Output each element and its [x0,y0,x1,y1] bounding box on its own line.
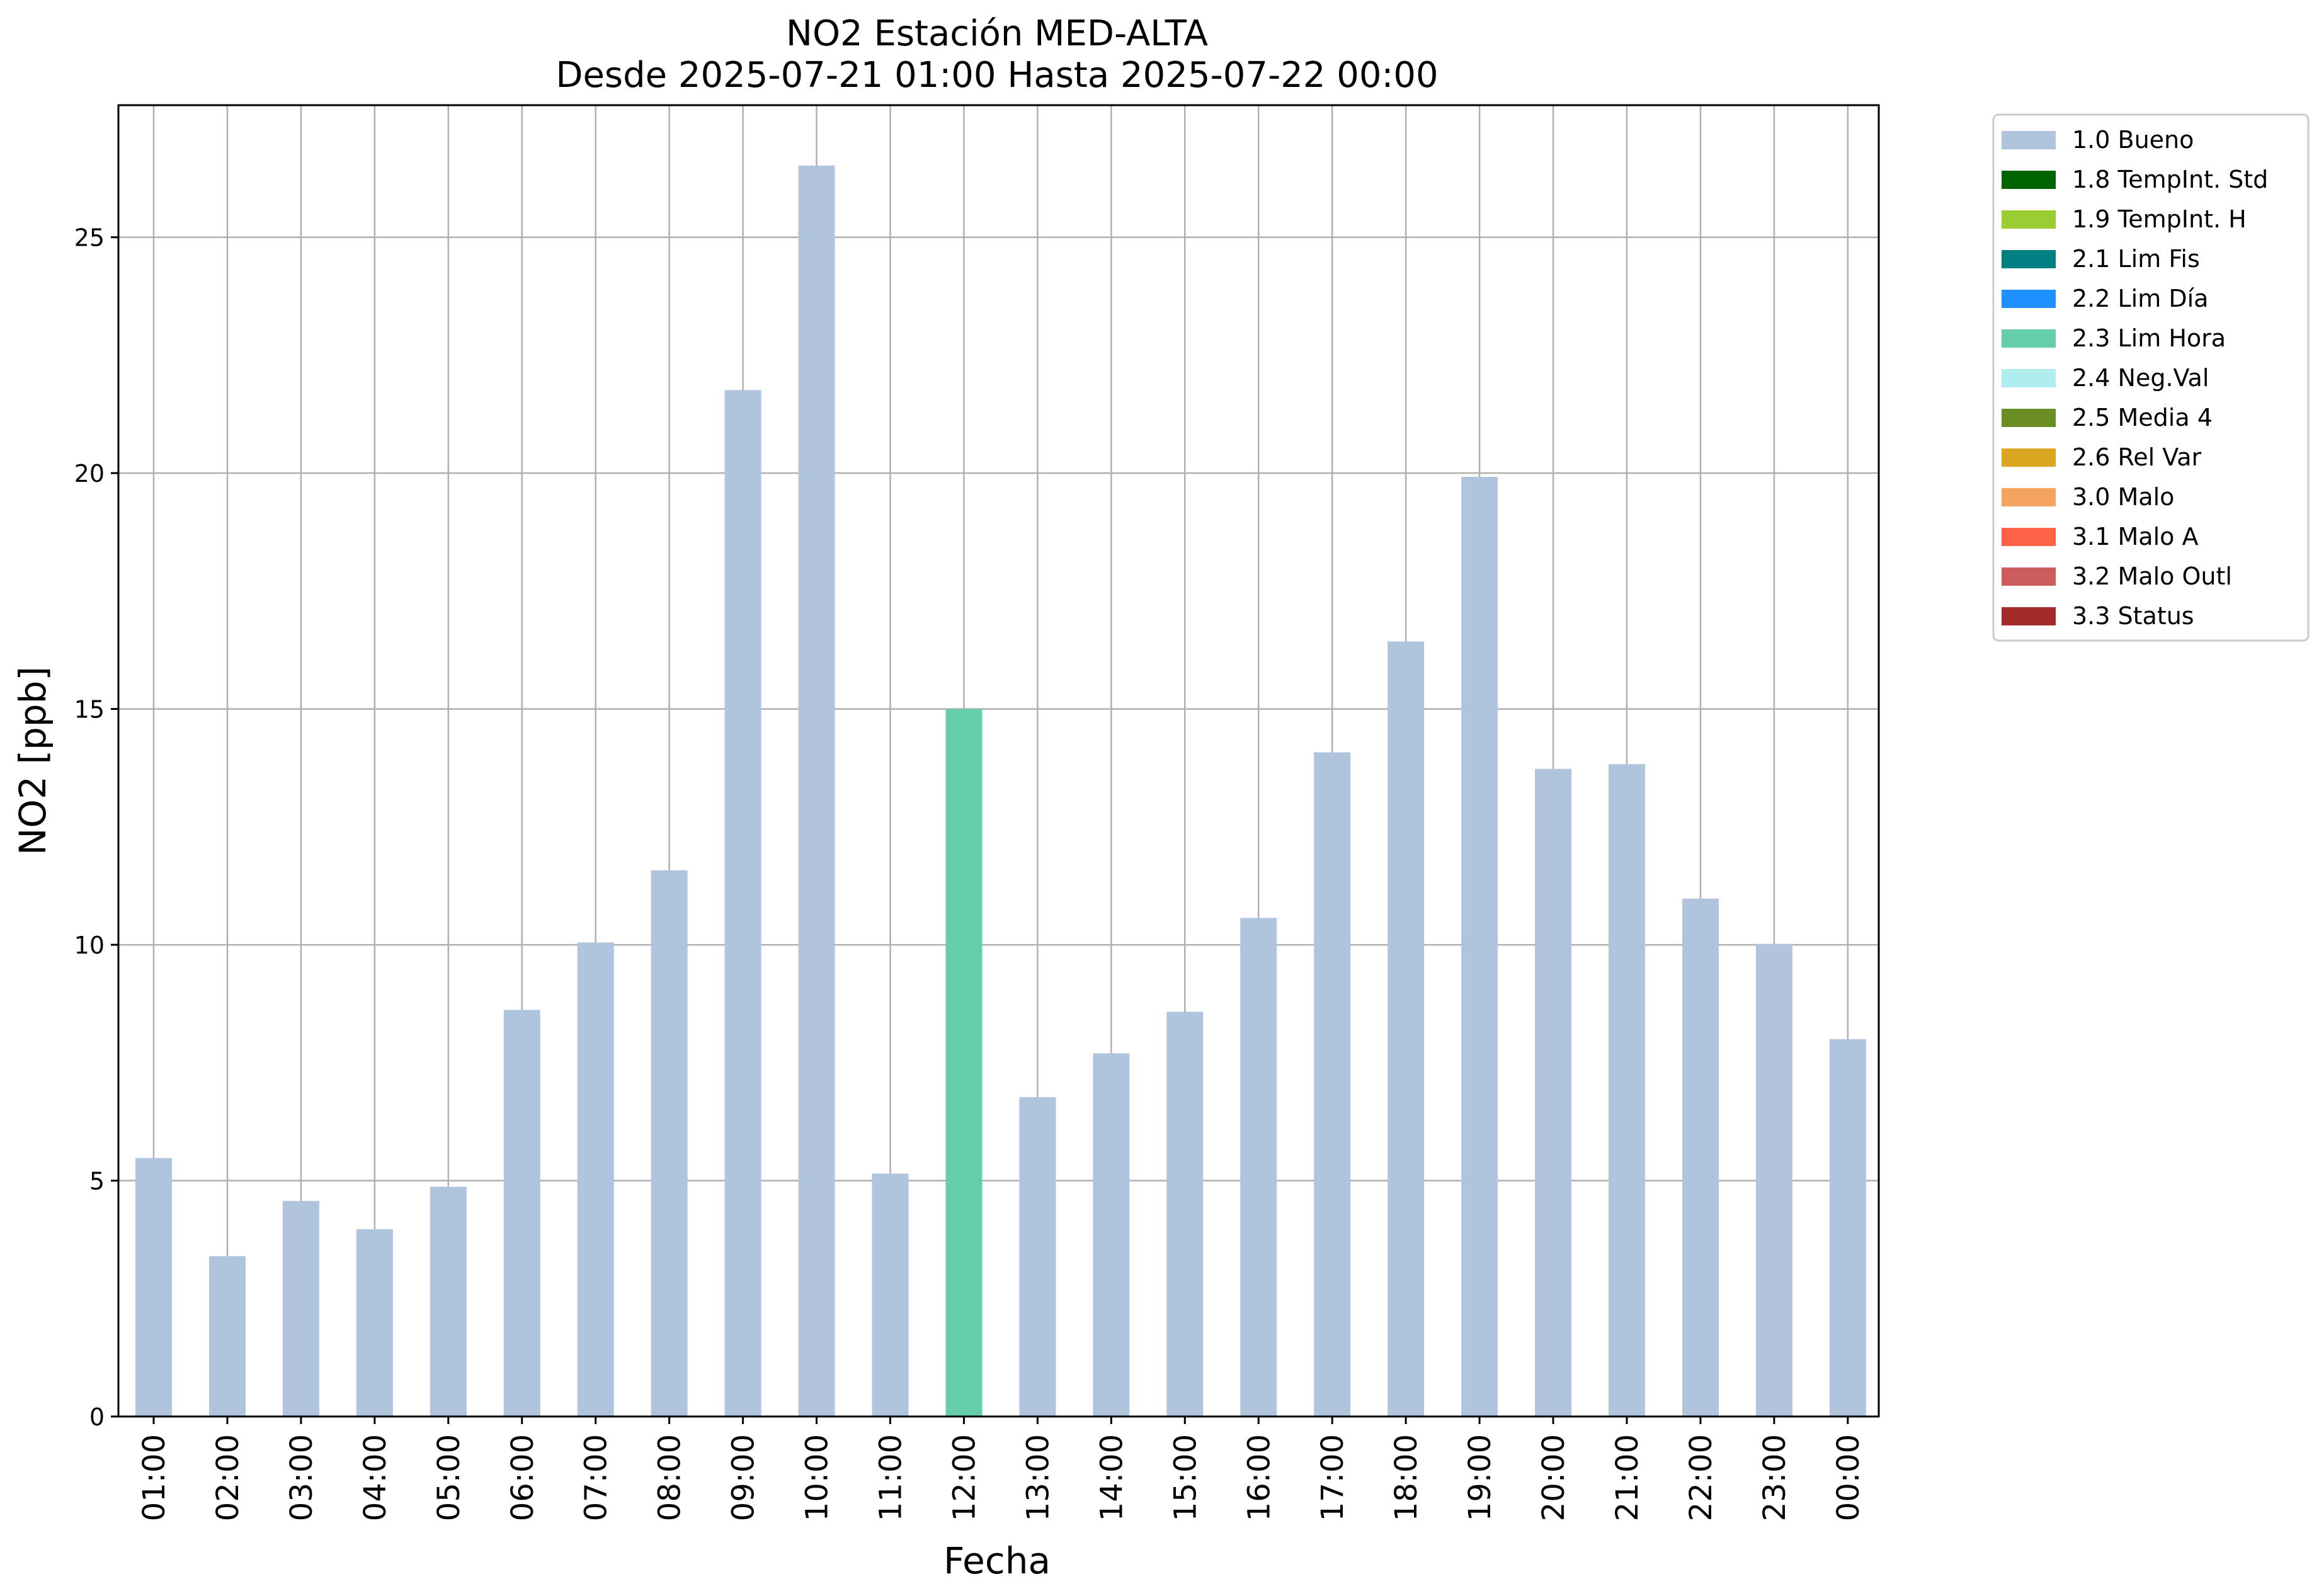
bar-04:00 [356,1229,393,1416]
legend-swatch [2002,607,2056,625]
legend-label: 2.5 Media 4 [2072,404,2213,431]
legend-swatch [2002,528,2056,546]
legend-swatch [2002,369,2056,387]
legend-label: 2.6 Rel Var [2072,443,2202,471]
legend-swatch [2002,290,2056,308]
legend-swatch [2002,329,2056,348]
legend-swatch [2002,210,2056,229]
legend-swatch [2002,409,2056,427]
bar-07:00 [577,942,614,1416]
legend-swatch [2002,171,2056,189]
x-tick-label: 13:00 [1020,1434,1056,1521]
legend-label: 2.4 Neg.Val [2072,364,2209,392]
legend-label: 1.9 TempInt. H [2072,205,2247,233]
y-tick-label: 10 [74,932,105,959]
bar-05:00 [430,1187,467,1416]
legend-label: 3.2 Malo Outl [2072,562,2232,590]
legend-swatch [2002,567,2056,586]
x-tick-label: 05:00 [431,1434,467,1521]
legend-frame [1992,113,2310,642]
x-tick-label: 16:00 [1241,1434,1277,1521]
y-axis: 0 5 10 15 20 25 [74,224,118,1431]
x-axis-label: Fecha [943,1539,1051,1582]
x-tick-label: 21:00 [1610,1434,1645,1521]
plot-frame [117,104,1880,1418]
x-tick-label: 04:00 [358,1434,393,1521]
legend-label: 3.3 Status [2072,602,2194,630]
legend-label: 3.0 Malo [2072,483,2174,511]
bar-02:00 [208,1256,246,1416]
y-tick-label: 5 [89,1168,105,1195]
x-tick-label: 11:00 [874,1434,909,1521]
x-tick-label: 07:00 [579,1434,614,1521]
x-tick-label: 17:00 [1315,1434,1350,1521]
bar-08:00 [651,870,688,1416]
x-tick-label: 19:00 [1462,1434,1498,1521]
legend-label: 1.8 TempInt. Std [2072,166,2268,193]
legend-swatch [2002,250,2056,268]
y-axis-label: NO2 [ppb] [11,666,54,855]
bar-16:00 [1240,918,1277,1416]
x-tick-label: 18:00 [1389,1434,1424,1521]
x-tick-label: 03:00 [284,1434,319,1521]
x-tick-label: 15:00 [1168,1434,1203,1521]
x-tick-label: 02:00 [210,1434,246,1521]
x-tick-label: 20:00 [1536,1434,1571,1521]
legend-label: 3.1 Malo A [2072,523,2198,550]
legend-swatch [2002,488,2056,506]
y-tick-label: 20 [74,460,105,487]
bars [135,165,1866,1417]
legend-label: 2.2 Lim Día [2072,285,2208,312]
bar-14:00 [1093,1053,1130,1416]
bar-06:00 [503,1010,540,1416]
x-tick-label: 06:00 [505,1434,540,1521]
bar-23:00 [1755,943,1792,1416]
y-tick-label: 25 [74,224,105,252]
bar-21:00 [1609,764,1645,1416]
x-tick-label: 22:00 [1684,1434,1719,1521]
legend: 1.0 Bueno 1.8 TempInt. Std 1.9 TempInt. H 2… [1992,113,2310,642]
bar-20:00 [1535,768,1572,1416]
x-tick-label: 12:00 [947,1434,982,1521]
x-tick-label: 23:00 [1757,1434,1792,1521]
bar-01:00 [135,1158,172,1416]
bar-10:00 [798,165,835,1417]
chart-subtitle: Desde 2025-07-21 01:00 Hasta 2025-07-22 … [556,55,1438,96]
bar-00:00 [1829,1039,1866,1416]
bar-15:00 [1166,1012,1204,1416]
x-tick-label: 01:00 [137,1434,172,1521]
bar-13:00 [1019,1097,1056,1416]
bar-11:00 [872,1173,909,1416]
x-tick-label: 08:00 [652,1434,688,1521]
legend-swatch [2002,131,2056,149]
x-tick-label: 09:00 [726,1434,761,1521]
legend-label: 2.1 Lim Fis [2072,245,2200,273]
x-tick-label: 00:00 [1831,1434,1866,1521]
y-tick-label: 0 [89,1403,105,1431]
x-tick-label: 14:00 [1094,1434,1129,1521]
bar-09:00 [724,390,761,1417]
legend-label: 1.0 Bueno [2072,126,2194,154]
chart-title: NO2 Estación MED-ALTA [786,13,1208,54]
legend-swatch [2002,448,2056,467]
bar-12:00 [945,709,983,1416]
chart-titles: NO2 Estación MED-ALTA Desde 2025-07-21 0… [556,13,1438,96]
bar-17:00 [1314,752,1351,1416]
bar-03:00 [282,1200,319,1416]
bar-19:00 [1461,477,1498,1416]
y-tick-label: 15 [74,696,105,724]
x-tick-label: 10:00 [800,1434,835,1521]
bar-18:00 [1387,641,1425,1417]
x-axis: 01:00 02:00 03:00 04:00 05:00 06:00 07:00 08:00… [137,1416,1866,1521]
bar-22:00 [1682,898,1719,1416]
legend-label: 2.3 Lim Hora [2072,324,2226,352]
